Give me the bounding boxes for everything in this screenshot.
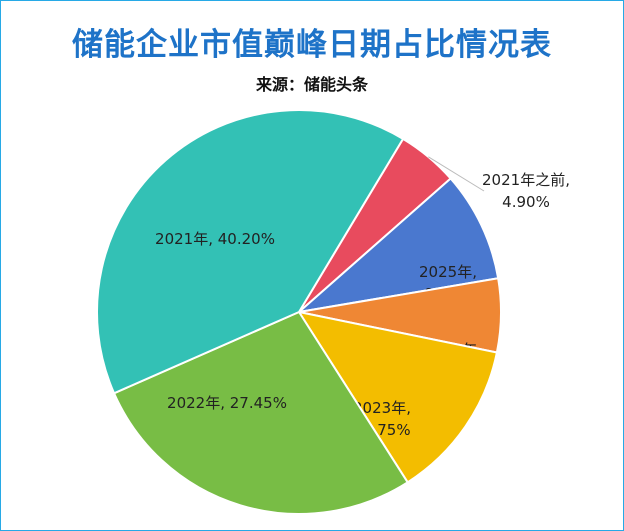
leader-line — [428, 156, 485, 192]
chart-title: 储能企业市值巅峰日期占比情况表 — [72, 27, 552, 63]
slice-label-2021年之前: 2021年之前, 4.90% — [482, 171, 570, 211]
pie-slice-2025年 — [295, 177, 500, 314]
slice-label-2022年: 2022年, 27.45% — [167, 394, 287, 412]
pie-slice-2023年 — [296, 310, 499, 484]
pie-slice-2022年 — [112, 310, 410, 515]
slice-label-2021年: 2021年, 40.20% — [155, 230, 275, 248]
chart-subtitle: 来源：储能头条 — [255, 75, 368, 94]
pie-slice-2021年 — [96, 109, 405, 395]
